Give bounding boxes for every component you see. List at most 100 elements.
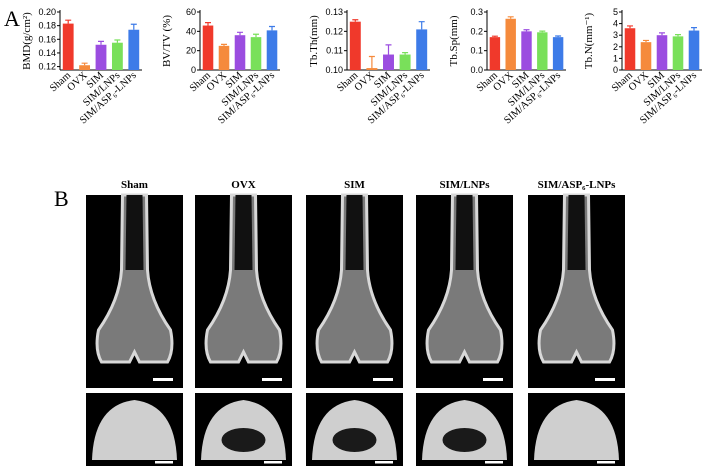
bar: [489, 37, 501, 70]
error-bar: [205, 22, 211, 26]
bar: [521, 31, 532, 70]
error-bar: [385, 44, 392, 55]
femur-shape: [537, 193, 616, 364]
bar: [383, 54, 394, 70]
y-tick-label: 0.3: [470, 7, 483, 17]
error-bar: [253, 33, 259, 38]
bar: [95, 44, 107, 70]
error-bar: [65, 19, 72, 24]
y-axis-label: BMD(g/cm²): [21, 12, 33, 70]
scale-bar: [264, 461, 282, 464]
bar: [624, 28, 636, 71]
y-tick-label: 0.11: [326, 46, 343, 56]
error-bar: [643, 39, 649, 43]
femur-shape: [204, 193, 283, 364]
scale-bar: [595, 378, 615, 381]
error-bar: [98, 40, 104, 45]
scale-bar: [262, 378, 282, 381]
y-tick-label: 0.1: [470, 46, 483, 56]
panel-label: B: [54, 186, 69, 211]
y-tick-label: 20: [186, 46, 196, 56]
group-label: OVX: [231, 179, 256, 191]
y-tick-label: 0: [613, 65, 618, 75]
error-bar: [130, 23, 137, 30]
bar: [202, 25, 214, 70]
error-bar: [237, 31, 243, 36]
y-tick-label: 5: [613, 7, 618, 17]
femur-shaft: [455, 195, 474, 270]
scale-bar: [153, 378, 173, 381]
group-label: SIM: [344, 179, 365, 191]
bar: [505, 18, 516, 70]
error-bar: [523, 29, 530, 32]
femur-shaft: [125, 195, 144, 270]
trabecular-shape: [534, 400, 619, 460]
y-tick-label: 0.12: [38, 62, 56, 72]
bar: [552, 37, 564, 70]
y-tick-label: 0.16: [38, 34, 56, 44]
y-tick-label: 0.10: [325, 65, 343, 75]
bar: [128, 29, 140, 70]
bar: [349, 21, 361, 71]
trabecular-loss: [332, 428, 377, 452]
error-bar: [675, 34, 681, 37]
y-tick-label: 0.13: [325, 7, 343, 17]
scale-bar: [373, 378, 393, 381]
error-bar: [539, 30, 546, 33]
y-tick-label: 0.2: [470, 26, 483, 36]
femur-shaft: [345, 195, 364, 270]
error-bar: [507, 16, 514, 19]
y-axis-label: BV/TV (%): [161, 15, 173, 67]
bar: [366, 68, 378, 70]
trabecular-loss: [221, 428, 266, 452]
scale-bar: [485, 461, 503, 464]
error-bar: [81, 62, 88, 66]
bar: [62, 23, 74, 71]
error-bar: [555, 35, 562, 38]
error-bar: [659, 32, 665, 36]
bar: [266, 30, 278, 70]
bar: [234, 35, 246, 70]
bar: [218, 45, 230, 70]
y-tick-label: 40: [186, 26, 196, 36]
error-bar: [402, 52, 409, 55]
femur-shape: [425, 193, 504, 364]
y-axis-label: Tb.Sp(mm): [448, 15, 460, 66]
y-tick-label: 0.12: [325, 26, 343, 36]
scale-bar: [155, 461, 173, 464]
bar: [656, 35, 668, 70]
error-bar: [418, 21, 425, 30]
error-bar: [221, 43, 227, 46]
femur-shaft: [234, 195, 253, 270]
y-tick-label: 0.20: [38, 7, 56, 17]
panel-label: A: [4, 6, 20, 31]
y-axis-label: Tb.N(mm⁻¹): [583, 12, 595, 69]
scale-bar: [597, 461, 615, 464]
scale-bar: [375, 461, 393, 464]
femur-shape: [315, 193, 394, 364]
y-tick-label: 2: [613, 42, 618, 52]
error-bar: [491, 35, 498, 38]
scale-bar: [483, 378, 503, 381]
group-label: Sham: [121, 179, 148, 191]
y-tick-label: 0: [191, 65, 196, 75]
error-bar: [352, 19, 359, 22]
femur-shaft: [567, 195, 586, 270]
y-tick-label: 4: [613, 19, 618, 29]
bar: [111, 42, 123, 70]
y-tick-label: 1: [613, 53, 618, 63]
trabecular-loss: [442, 428, 487, 452]
bar: [250, 37, 262, 70]
bar: [537, 32, 548, 70]
bar: [79, 65, 91, 70]
group-label: SIM/LNPs: [439, 179, 490, 191]
bar: [416, 29, 428, 70]
y-tick-label: 3: [613, 30, 618, 40]
error-bar: [114, 39, 121, 43]
error-bar: [368, 55, 375, 69]
femur-shape: [95, 193, 174, 364]
error-bar: [627, 25, 633, 29]
y-tick-label: 0.18: [38, 21, 56, 31]
y-tick-label: 0.0: [470, 65, 483, 75]
